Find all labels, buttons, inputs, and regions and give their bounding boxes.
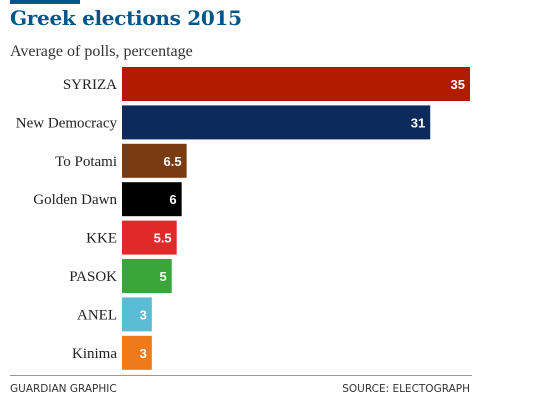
chart-title: Greek elections 2015 [10, 6, 242, 30]
bar-to-potami [122, 143, 187, 178]
value-label: 31 [411, 115, 425, 130]
value-label: 6 [169, 192, 176, 207]
value-label: 5 [159, 269, 166, 284]
chart-subtitle: Average of polls, percentage [10, 43, 193, 60]
category-label: KKE [86, 231, 117, 247]
value-label: 5.5 [154, 231, 172, 246]
category-label: ANEL [77, 307, 117, 323]
category-label: New Democracy [16, 115, 118, 131]
bar-kke [122, 220, 177, 255]
value-label: 3 [140, 307, 147, 322]
value-label: 35 [451, 77, 465, 92]
credit-text: GUARDIAN GRAPHIC [10, 383, 117, 395]
bar-kinima [122, 335, 152, 370]
category-label: Kinima [72, 346, 117, 362]
category-label: To Potami [55, 154, 117, 170]
category-label: Golden Dawn [33, 192, 117, 208]
bar-anel [122, 297, 152, 332]
value-label: 3 [140, 346, 147, 361]
bar-syriza [122, 67, 470, 101]
value-label: 6.5 [164, 154, 182, 169]
category-label: SYRIZA [63, 77, 117, 93]
top-accent-rule [10, 0, 80, 4]
bar-new-democracy [122, 105, 431, 140]
footer-divider [10, 375, 472, 376]
bar-golden-dawn [122, 182, 182, 217]
bar-pasok [122, 259, 172, 293]
source-text: SOURCE: ELECTOGRAPH [342, 383, 470, 395]
category-label: PASOK [69, 269, 117, 285]
